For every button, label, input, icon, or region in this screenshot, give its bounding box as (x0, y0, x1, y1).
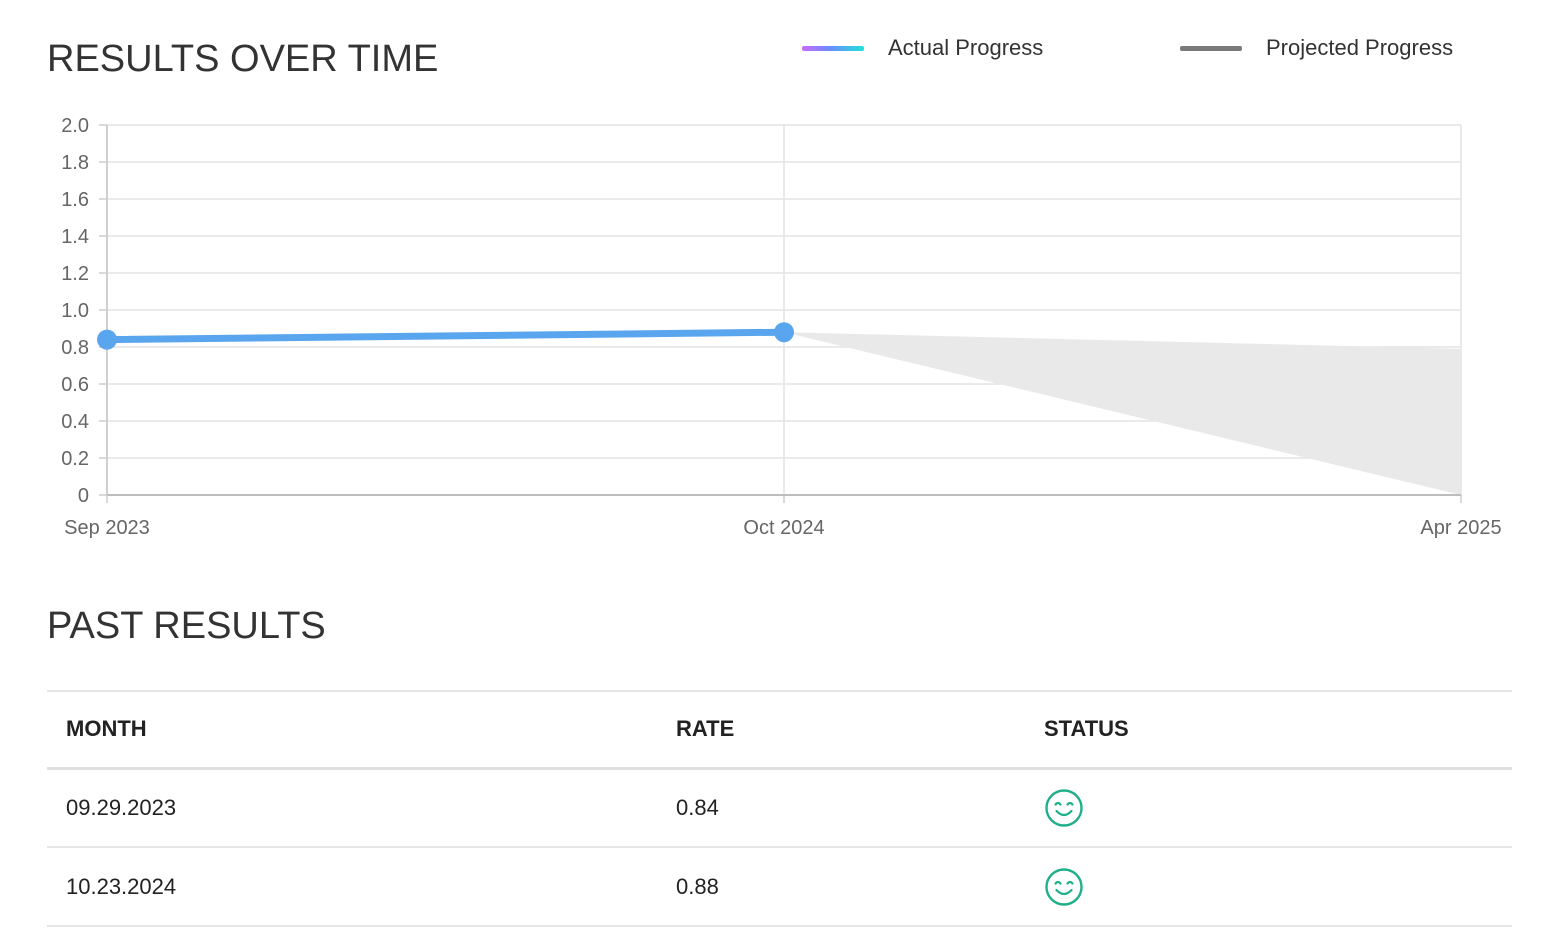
actual-progress-point (97, 329, 117, 350)
y-tick-label: 1.6 (61, 189, 89, 211)
legend-projected-swatch (1180, 45, 1242, 51)
actual-progress-point (774, 322, 794, 343)
y-tick-label: 0.6 (61, 374, 89, 396)
table-row: 10.23.2024 0.88 (47, 847, 1512, 927)
y-tick-label: 0.2 (61, 448, 89, 470)
projected-progress-area (784, 332, 1461, 495)
row-status (1025, 768, 1512, 848)
actual-progress-line (103, 328, 788, 344)
row-status (1025, 847, 1512, 927)
projection-area (784, 332, 1461, 495)
row-rate: 0.84 (657, 768, 1025, 848)
y-tick-label: 1.0 (61, 300, 89, 322)
legend-actual-progress[interactable]: Actual Progress (802, 32, 1043, 64)
y-tick-label: 2.0 (61, 115, 89, 137)
row-month: 09.29.2023 (47, 768, 657, 848)
actual-series (97, 322, 794, 350)
y-tick-label: 1.8 (61, 152, 89, 174)
smile-icon (1045, 789, 1083, 827)
y-tick-label: 1.4 (61, 226, 89, 248)
row-month: 10.23.2024 (47, 847, 657, 927)
column-header-rate[interactable]: RATE (657, 690, 1025, 770)
legend-projected-label: Projected Progress (1266, 35, 1454, 60)
column-header-month[interactable]: MONTH (47, 690, 657, 770)
past-results-table: MONTH RATE STATUS 09.29.2023 0.84 (47, 690, 1512, 927)
column-header-status[interactable]: STATUS (1025, 690, 1512, 770)
x-tick-label: Sep 2023 (64, 517, 150, 539)
chart-axes (99, 124, 1462, 503)
chart-tick-labels: 2.0 1.8 1.6 1.4 1.2 1.0 0.8 0.6 0.4 0.2 0 Sep 2023 O… (61, 115, 1501, 539)
x-tick-label: Oct 2024 (743, 517, 824, 539)
legend-actual-label: Actual Progress (888, 35, 1044, 60)
legend-projected-progress[interactable]: Projected Progress (1180, 32, 1453, 64)
chart-section-title: RESULTS OVER TIME (47, 38, 439, 80)
y-tick-label: 0.8 (61, 337, 89, 359)
legend-actual-swatch (802, 45, 864, 51)
table-row: 09.29.2023 0.84 (47, 768, 1512, 848)
y-tick-label: 0 (78, 485, 89, 507)
smile-icon (1045, 867, 1083, 906)
table-header-row: MONTH RATE STATUS (47, 690, 1512, 770)
y-tick-label: 0.4 (61, 411, 89, 433)
table-section-title: PAST RESULTS (47, 605, 326, 647)
x-tick-label: Apr 2025 (1420, 517, 1501, 539)
results-line-chart: 2.0 1.8 1.6 1.4 1.2 1.0 0.8 0.6 0.4 0.2 0 Sep 2023 O… (61, 115, 1501, 539)
y-tick-label: 1.2 (61, 263, 89, 285)
row-rate: 0.88 (657, 847, 1025, 927)
